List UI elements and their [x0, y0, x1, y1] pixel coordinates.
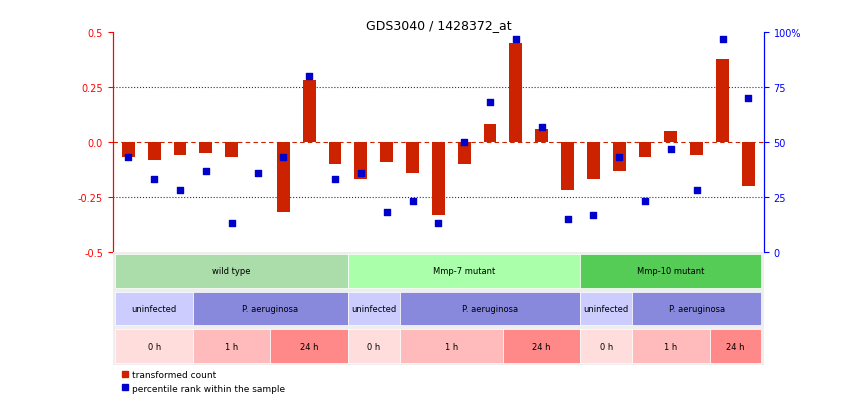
Point — [741, 95, 755, 102]
Text: 0 h: 0 h — [148, 342, 161, 351]
Text: 1 h: 1 h — [444, 342, 458, 351]
Text: P. aeruginosa: P. aeruginosa — [462, 304, 518, 313]
FancyBboxPatch shape — [193, 330, 271, 363]
Point — [148, 177, 161, 183]
FancyBboxPatch shape — [348, 330, 399, 363]
Text: P. aeruginosa: P. aeruginosa — [668, 304, 725, 313]
Bar — [483, 125, 496, 143]
Point — [690, 188, 704, 194]
FancyBboxPatch shape — [581, 254, 761, 288]
Text: uninfected: uninfected — [352, 304, 397, 313]
FancyBboxPatch shape — [581, 292, 632, 326]
FancyBboxPatch shape — [632, 292, 761, 326]
Bar — [510, 44, 523, 143]
FancyBboxPatch shape — [348, 254, 581, 288]
Bar — [277, 143, 290, 213]
Text: 24 h: 24 h — [727, 342, 745, 351]
Point — [535, 124, 549, 131]
Point — [483, 100, 497, 107]
Point — [561, 216, 575, 223]
Text: uninfected: uninfected — [583, 304, 629, 313]
Bar — [406, 143, 419, 173]
Text: 24 h: 24 h — [532, 342, 551, 351]
Text: wild type: wild type — [213, 267, 251, 275]
Text: Mmp-7 mutant: Mmp-7 mutant — [433, 267, 496, 275]
FancyBboxPatch shape — [503, 330, 581, 363]
Point — [354, 170, 368, 177]
Text: 1 h: 1 h — [664, 342, 677, 351]
FancyBboxPatch shape — [399, 330, 503, 363]
Legend: transformed count, percentile rank within the sample: transformed count, percentile rank withi… — [117, 366, 288, 396]
FancyBboxPatch shape — [710, 330, 761, 363]
Bar — [536, 130, 548, 143]
Point — [457, 140, 471, 146]
FancyBboxPatch shape — [632, 330, 710, 363]
FancyBboxPatch shape — [271, 330, 348, 363]
Point — [276, 155, 290, 161]
Bar — [432, 143, 444, 215]
Point — [431, 221, 445, 227]
Bar — [690, 143, 703, 156]
Text: Mmp-10 mutant: Mmp-10 mutant — [637, 267, 705, 275]
Bar — [457, 143, 470, 165]
Point — [173, 188, 187, 194]
Bar — [329, 143, 341, 165]
Point — [638, 199, 652, 205]
Point — [379, 209, 393, 216]
FancyBboxPatch shape — [115, 330, 193, 363]
FancyBboxPatch shape — [115, 254, 348, 288]
Bar — [613, 143, 626, 171]
FancyBboxPatch shape — [399, 292, 581, 326]
Point — [587, 212, 601, 218]
Bar — [354, 143, 367, 180]
Point — [664, 146, 678, 152]
Bar — [122, 143, 135, 158]
FancyBboxPatch shape — [581, 330, 632, 363]
Point — [122, 155, 135, 161]
Text: P. aeruginosa: P. aeruginosa — [242, 304, 299, 313]
Bar — [561, 143, 574, 191]
FancyBboxPatch shape — [348, 292, 399, 326]
Bar — [148, 143, 161, 160]
Point — [715, 36, 729, 43]
Point — [199, 168, 213, 175]
Text: 1 h: 1 h — [225, 342, 239, 351]
Point — [405, 199, 419, 205]
Point — [225, 221, 239, 227]
Bar — [380, 143, 393, 162]
Point — [251, 170, 265, 177]
Bar — [664, 132, 677, 143]
Bar — [716, 59, 729, 143]
FancyBboxPatch shape — [115, 292, 193, 326]
Title: GDS3040 / 1428372_at: GDS3040 / 1428372_at — [365, 19, 511, 32]
Point — [509, 36, 523, 43]
Text: uninfected: uninfected — [132, 304, 177, 313]
Text: 0 h: 0 h — [600, 342, 613, 351]
Point — [328, 177, 342, 183]
Text: 0 h: 0 h — [367, 342, 380, 351]
Bar — [587, 143, 600, 180]
Bar — [174, 143, 187, 156]
Bar — [639, 143, 652, 158]
Bar — [742, 143, 755, 187]
Bar — [225, 143, 238, 158]
Point — [612, 155, 626, 161]
Bar — [200, 143, 213, 154]
FancyBboxPatch shape — [193, 292, 348, 326]
Text: 24 h: 24 h — [300, 342, 319, 351]
Bar — [303, 81, 316, 143]
Point — [302, 74, 316, 80]
